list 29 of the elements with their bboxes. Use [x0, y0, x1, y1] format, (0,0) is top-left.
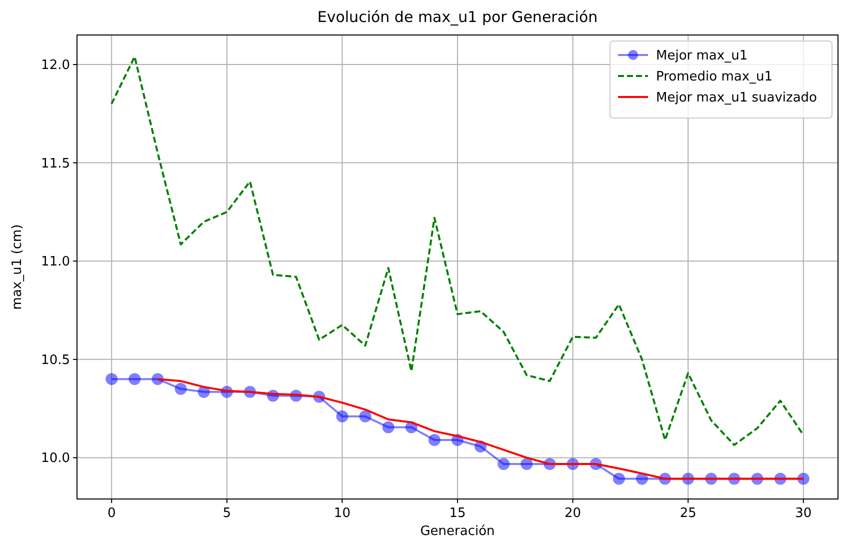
x-tick-label: 20: [564, 506, 582, 521]
x-axis-title: Generación: [420, 524, 495, 539]
point: [520, 458, 533, 470]
legend-label: Mejor max_u1: [656, 48, 748, 64]
x-tick-label: 25: [680, 506, 696, 521]
point: [428, 434, 440, 446]
point: [359, 410, 372, 422]
point: [382, 421, 394, 434]
y-tick-label: 12.0: [41, 58, 70, 73]
x-tick-label: 10: [334, 506, 350, 521]
legend-label: Promedio max_u1: [656, 70, 773, 84]
x-tick-label: 30: [795, 506, 812, 521]
y-tick-label: 11.0: [41, 254, 70, 270]
point: [336, 410, 348, 422]
point: [174, 382, 187, 395]
x-tick-label: 5: [222, 506, 232, 521]
x-tick-label: 15: [449, 506, 466, 521]
chart-title: Evolución de max_u1 por Generación: [317, 8, 598, 26]
y-tick-label: 10.5: [41, 352, 70, 368]
point: [636, 472, 648, 485]
point: [106, 373, 118, 386]
y-axis-title: max_u1 (cm): [10, 224, 25, 310]
y-tick-label: 11.5: [41, 156, 70, 172]
point: [498, 458, 510, 470]
y-tick-label: 10.0: [41, 451, 70, 466]
point: [128, 373, 141, 386]
legend-label: Mejor max_u1 suavizado: [656, 90, 818, 106]
point: [612, 472, 625, 485]
x-tick-label: 0: [107, 506, 116, 521]
